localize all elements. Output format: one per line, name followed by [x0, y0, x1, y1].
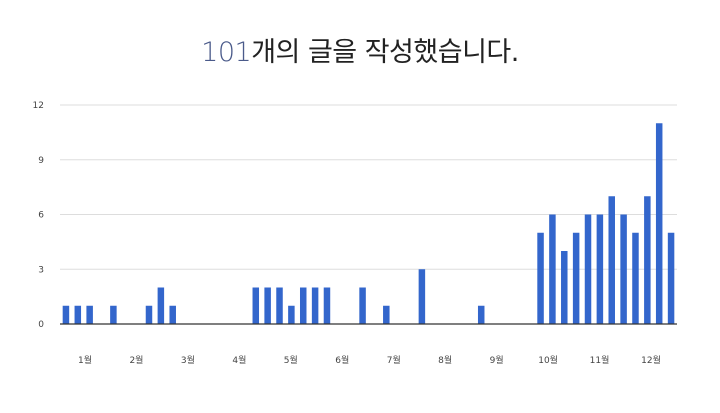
x-tick-label: 7월: [387, 354, 401, 366]
bar: [276, 287, 283, 324]
bar: [608, 196, 615, 324]
x-tick-label: 10월: [538, 354, 558, 366]
y-tick-label: 6: [38, 211, 44, 221]
title-text: 개의 글을 작성했습니다.: [251, 37, 519, 68]
bar: [110, 305, 117, 324]
x-tick-label: 2월: [129, 354, 143, 366]
x-tick-label: 3월: [181, 354, 195, 366]
bar: [561, 251, 568, 324]
bar: [620, 214, 627, 324]
bar: [169, 305, 176, 324]
bar: [288, 305, 295, 324]
x-tick-label: 6월: [335, 354, 349, 366]
bar: [252, 287, 260, 324]
bar: [62, 305, 70, 324]
bar: [157, 287, 165, 324]
bar: [537, 232, 544, 324]
x-tick-label: 11월: [590, 354, 610, 366]
bar: [584, 214, 592, 324]
bar: [299, 287, 307, 324]
page-title: 101개의 글을 작성했습니다.: [0, 30, 720, 69]
y-tick-label: 3: [38, 265, 44, 275]
bar: [359, 287, 366, 324]
bar: [596, 214, 604, 324]
bar: [418, 269, 426, 324]
bar: [572, 232, 580, 324]
x-tick-label: 8월: [438, 354, 452, 366]
bar: [632, 232, 639, 324]
x-tick-label: 5월: [284, 354, 298, 366]
y-tick-label: 12: [33, 101, 44, 111]
bar: [477, 305, 485, 324]
bar: [655, 123, 663, 324]
x-tick-label: 1월: [78, 354, 92, 366]
bar: [145, 305, 153, 324]
bar: [86, 305, 93, 324]
bar: [667, 232, 675, 324]
x-tick-label: 9월: [490, 354, 504, 366]
bar: [549, 214, 556, 324]
bar: [264, 287, 271, 324]
x-tick-label: 12월: [641, 354, 661, 366]
bar: [311, 287, 319, 324]
bar: [644, 196, 651, 324]
x-tick-label: 4월: [232, 354, 246, 366]
bar: [383, 305, 390, 324]
bar: [323, 287, 331, 324]
bar: [74, 305, 82, 324]
post-count: 101: [201, 37, 252, 68]
y-tick-label: 0: [38, 320, 44, 330]
y-tick-label: 9: [38, 156, 44, 166]
